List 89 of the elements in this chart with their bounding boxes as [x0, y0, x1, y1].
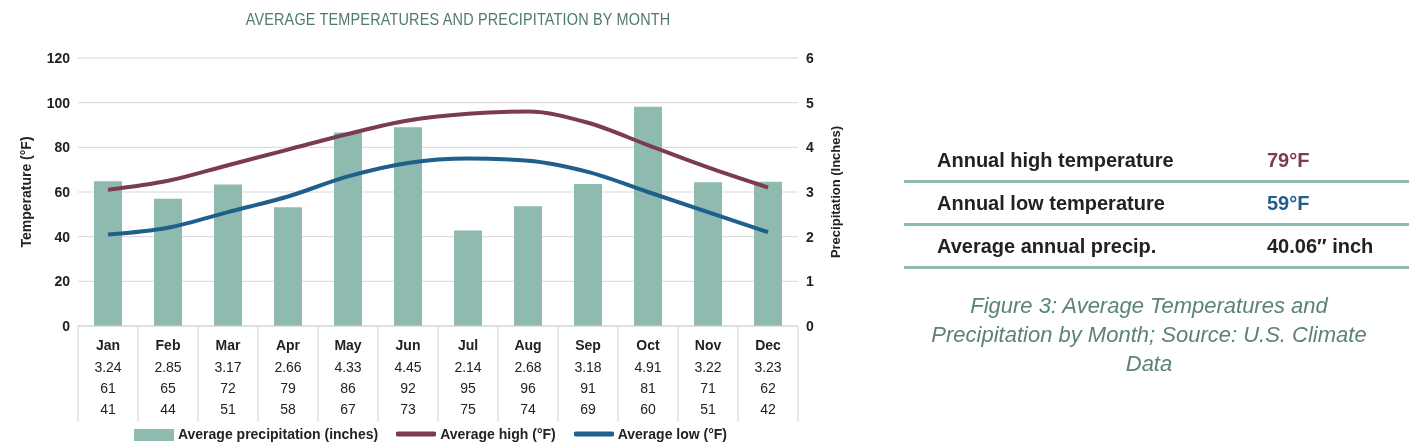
x-tick-label: Jul [457, 337, 479, 353]
data-label: 92 [400, 380, 416, 396]
data-label: 73 [400, 401, 416, 417]
data-label: 2.85 [154, 359, 182, 375]
data-label: 3.24 [94, 359, 122, 375]
data-label: 91 [580, 380, 596, 396]
y-tick-label: 40 [54, 228, 71, 245]
x-tick-label: Oct [636, 337, 660, 353]
data-label: 81 [640, 380, 656, 396]
y-tick-label: 80 [54, 139, 71, 156]
y2-tick-label: 4 [806, 139, 814, 156]
chart-title: AVERAGE TEMPERATURES AND PRECIPITATION BY MONTH [244, 10, 672, 30]
y2-tick-label: 6 [806, 49, 814, 66]
data-label: 65 [160, 380, 176, 396]
x-tick-label: Jan [95, 337, 121, 353]
y-tick-label: 100 [46, 94, 71, 111]
bar [154, 198, 182, 326]
data-label: 58 [280, 401, 296, 417]
data-label: 42 [760, 401, 776, 417]
data-label: 41 [100, 401, 116, 417]
data-label: 3.18 [574, 359, 602, 375]
text: 40.06″ inch [1267, 234, 1374, 258]
y2-tick-label: 1 [806, 273, 814, 290]
data-label: 86 [340, 380, 356, 396]
data-label: 51 [220, 401, 236, 417]
data-label: 4.33 [334, 359, 362, 375]
data-label: 60 [640, 401, 656, 417]
legend-label: Average high (°F) [439, 426, 556, 442]
x-tick-label: Dec [755, 337, 782, 353]
data-label: 4.91 [634, 359, 662, 375]
x-tick-label: Sep [575, 337, 601, 353]
data-label: 74 [520, 401, 536, 417]
data-label: 61 [100, 380, 116, 396]
legend-label: Average precipitation (inches) [176, 426, 379, 442]
x-tick-label: Nov [694, 337, 722, 353]
data-label: 3.17 [214, 359, 242, 375]
bar [334, 132, 362, 326]
y2-axis-title: Precipitation (Inches) [827, 125, 843, 259]
y-axis-title: Temperature (°F) [18, 136, 34, 248]
x-tick-label: Jun [395, 337, 421, 353]
data-label: 96 [520, 380, 536, 396]
bar [634, 106, 662, 326]
data-label: 62 [760, 380, 776, 396]
data-label: 3.23 [754, 359, 782, 375]
data-label: 71 [700, 380, 716, 396]
bar [454, 230, 482, 326]
data-label: 67 [340, 401, 356, 417]
bar [94, 181, 122, 326]
y-tick-label: 0 [62, 317, 71, 334]
bar [574, 183, 602, 326]
bar [214, 184, 242, 326]
data-label: 95 [460, 380, 476, 396]
y2-tick-label: 0 [806, 317, 814, 334]
line-series [106, 109, 770, 192]
legend-label: Average low (°F) [616, 426, 728, 442]
y-tick-label: 20 [54, 273, 71, 290]
data-label: 72 [220, 380, 236, 396]
y-tick-label: 120 [46, 49, 71, 66]
data-label: 2.68 [514, 359, 542, 375]
data-label: 51 [700, 401, 716, 417]
data-label: 4.45 [394, 359, 422, 375]
bar [754, 181, 782, 326]
data-label: 69 [580, 401, 596, 417]
text: Average annual precip. [936, 234, 1158, 258]
y2-tick-label: 2 [806, 228, 814, 245]
y2-tick-label: 3 [806, 183, 814, 200]
caption: Figure 3: Average Temperatures and Precipitation by Month; Source: U.S. Climate Data [930, 292, 1368, 378]
x-tick-label: May [334, 337, 362, 353]
text: Annual high temperature [936, 148, 1175, 172]
y2-tick-label: 5 [806, 94, 814, 111]
y-tick-label: 60 [54, 183, 71, 200]
x-tick-label: Aug [514, 337, 542, 353]
text: 59°F [1267, 191, 1310, 215]
data-label: 79 [280, 380, 296, 396]
text: 79°F [1267, 148, 1310, 172]
text: Annual low temperature [936, 191, 1166, 215]
bar [694, 182, 722, 326]
data-label: 2.66 [274, 359, 302, 375]
line-series [106, 156, 770, 237]
x-tick-label: Feb [155, 337, 181, 353]
data-label: 2.14 [454, 359, 482, 375]
data-label: 44 [160, 401, 176, 417]
x-tick-label: Apr [275, 337, 301, 353]
data-label: 3.22 [694, 359, 722, 375]
bar [394, 127, 422, 326]
x-tick-label: Mar [215, 337, 241, 353]
bar [514, 206, 542, 326]
bar [274, 207, 302, 326]
data-label: 75 [460, 401, 476, 417]
